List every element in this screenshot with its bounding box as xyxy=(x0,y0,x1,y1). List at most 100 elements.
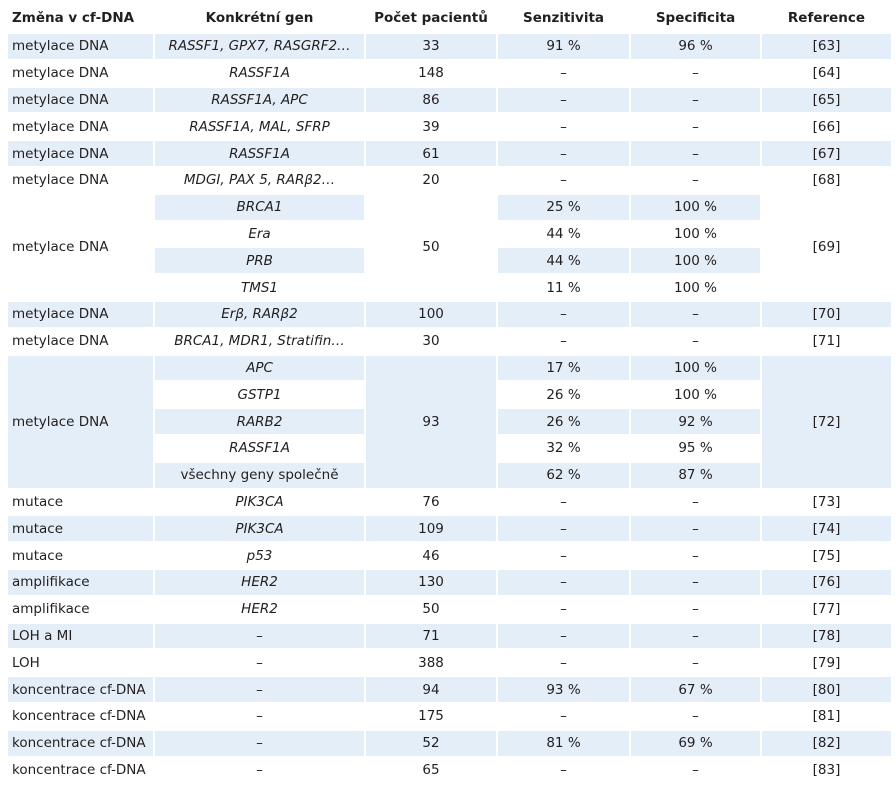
category-cell: mutace xyxy=(8,488,153,516)
gene-cell: p53 xyxy=(155,542,364,569)
patients-cell: 86 xyxy=(366,86,496,114)
reference-cell: [76] xyxy=(762,568,891,596)
specificity-cell: 100 % xyxy=(631,247,760,275)
sensitivity-cell: – xyxy=(498,756,629,784)
reference-cell: [67] xyxy=(762,140,891,167)
category-cell: metylace DNA xyxy=(8,59,153,87)
gene-cell: PRB xyxy=(155,247,364,275)
table-row: metylace DNA BRCA1 50 25 % 100 % [69] xyxy=(8,193,891,301)
reference-cell: [71] xyxy=(762,327,891,355)
patients-cell: 39 xyxy=(366,113,496,141)
sensitivity-cell: 17 % xyxy=(498,354,629,382)
sensitivity-cell: 32 % xyxy=(498,434,629,462)
sensitivity-cell: – xyxy=(498,300,629,328)
category-cell: metylace DNA xyxy=(8,113,153,141)
reference-cell: [65] xyxy=(762,86,891,114)
gene-cell: TMS1 xyxy=(155,274,364,301)
reference-cell: [73] xyxy=(762,488,891,516)
specificity-cell: – xyxy=(631,595,760,623)
table-row: mutace PIK3CA 109 – – [74] xyxy=(8,515,891,543)
specificity-cell: 95 % xyxy=(631,434,760,462)
table-row: amplifikace HER2 50 – – [77] xyxy=(8,595,891,623)
table-row: metylace DNA RASSF1A, APC 86 – – [65] xyxy=(8,86,891,114)
patients-cell: 93 xyxy=(366,354,496,489)
specificity-cell: 100 % xyxy=(631,381,760,409)
patients-cell: 30 xyxy=(366,327,496,355)
sensitivity-cell: 81 % xyxy=(498,729,629,757)
specificity-cell: – xyxy=(631,568,760,596)
header-cell: Změna v cf-DNA xyxy=(8,5,153,33)
reference-cell: [77] xyxy=(762,595,891,623)
sensitivity-cell: – xyxy=(498,568,629,596)
table-row: metylace DNA MDGI, PAX 5, RARβ2… 20 – – … xyxy=(8,166,891,194)
sensitivity-cell: 26 % xyxy=(498,381,629,409)
reference-cell: [80] xyxy=(762,676,891,703)
table-row: amplifikace HER2 130 – – [76] xyxy=(8,568,891,596)
category-cell: LOH xyxy=(8,649,153,677)
table-row: koncentrace cf-DNA – 65 – – [83] xyxy=(8,756,891,784)
gene-cell: RASSF1A, APC xyxy=(155,86,364,114)
reference-cell: [69] xyxy=(762,193,891,301)
data-table: Změna v cf-DNA Konkrétní gen Počet pacie… xyxy=(6,5,893,784)
sensitivity-cell: – xyxy=(498,113,629,141)
gene-cell: RASSF1A xyxy=(155,434,364,462)
category-cell: metylace DNA xyxy=(8,33,153,60)
category-cell: metylace DNA xyxy=(8,193,153,301)
gene-cell: – xyxy=(155,649,364,677)
specificity-cell: – xyxy=(631,86,760,114)
table-row: metylace DNA RASSF1A 61 – – [67] xyxy=(8,140,891,167)
sensitivity-cell: 91 % xyxy=(498,33,629,60)
specificity-cell: 87 % xyxy=(631,461,760,489)
patients-cell: 46 xyxy=(366,542,496,569)
header-cell: Senzitivita xyxy=(498,5,629,33)
category-cell: metylace DNA xyxy=(8,327,153,355)
patients-cell: 61 xyxy=(366,140,496,167)
table-row: mutace PIK3CA 76 – – [73] xyxy=(8,488,891,516)
patients-cell: 148 xyxy=(366,59,496,87)
gene-cell: GSTP1 xyxy=(155,381,364,409)
sensitivity-cell: – xyxy=(498,140,629,167)
specificity-cell: – xyxy=(631,327,760,355)
patients-cell: 175 xyxy=(366,702,496,730)
gene-cell: – xyxy=(155,676,364,703)
category-cell: koncentrace cf-DNA xyxy=(8,729,153,757)
table-row: metylace DNA BRCA1, MDR1, Stratifin… 30 … xyxy=(8,327,891,355)
category-cell: mutace xyxy=(8,542,153,569)
reference-cell: [63] xyxy=(762,33,891,60)
table-row: GSTP1 26 % 100 % xyxy=(8,381,891,409)
patients-cell: 20 xyxy=(366,166,496,194)
category-cell: metylace DNA xyxy=(8,300,153,328)
sensitivity-cell: – xyxy=(498,542,629,569)
gene-cell: PIK3CA xyxy=(155,515,364,543)
table-row: všechny geny společně 62 % 87 % xyxy=(8,461,891,489)
table-row: koncentrace cf-DNA – 52 81 % 69 % [82] xyxy=(8,729,891,757)
header-row: Změna v cf-DNA Konkrétní gen Počet pacie… xyxy=(8,5,891,33)
specificity-cell: – xyxy=(631,702,760,730)
reference-cell: [74] xyxy=(762,515,891,543)
specificity-cell: 67 % xyxy=(631,676,760,703)
specificity-cell: – xyxy=(631,300,760,328)
reference-cell: [83] xyxy=(762,756,891,784)
table-row: LOH – 388 – – [79] xyxy=(8,649,891,677)
sensitivity-cell: 93 % xyxy=(498,676,629,703)
reference-cell: [75] xyxy=(762,542,891,569)
gene-cell: Era xyxy=(155,220,364,248)
specificity-cell: 96 % xyxy=(631,33,760,60)
category-cell: koncentrace cf-DNA xyxy=(8,702,153,730)
gene-cell: BRCA1, MDR1, Stratifin… xyxy=(155,327,364,355)
gene-cell: – xyxy=(155,729,364,757)
gene-cell: RASSF1A xyxy=(155,140,364,167)
patients-cell: 52 xyxy=(366,729,496,757)
gene-cell: – xyxy=(155,622,364,650)
category-cell: metylace DNA xyxy=(8,86,153,114)
specificity-cell: – xyxy=(631,113,760,141)
patients-cell: 76 xyxy=(366,488,496,516)
sensitivity-cell: 11 % xyxy=(498,274,629,301)
table-row: metylace DNA RASSF1, GPX7, RASGRF2… 33 9… xyxy=(8,33,891,60)
sensitivity-cell: 25 % xyxy=(498,193,629,221)
gene-cell: RASSF1A xyxy=(155,59,364,87)
patients-cell: 109 xyxy=(366,515,496,543)
specificity-cell: 100 % xyxy=(631,354,760,382)
gene-cell: APC xyxy=(155,354,364,382)
patients-cell: 100 xyxy=(366,300,496,328)
